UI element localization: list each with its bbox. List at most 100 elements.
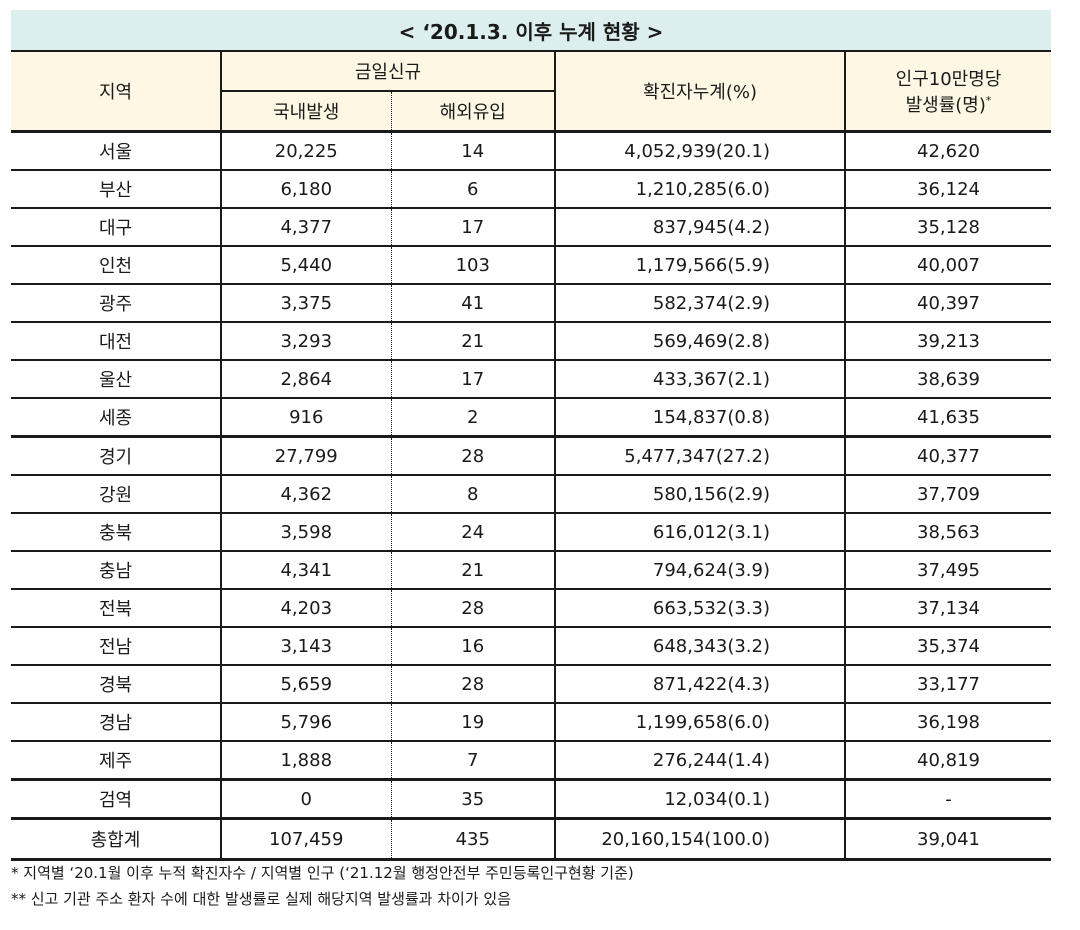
table-row: 전북 4,203 28 663,532(3.3) 37,134 [11,589,1051,628]
cell-domestic: 107,459 [220,817,391,861]
cell-overseas: 28 [390,435,555,476]
cell-overseas: 16 [390,627,555,666]
cell-rate: 41,635 [844,398,1051,438]
footnote-2: ** 신고 기관 주소 환자 수에 대한 발생률로 실제 해당지역 발생률과 차… [11,890,512,908]
cell-domestic: 3,375 [220,284,391,323]
cell-overseas: 103 [390,246,555,285]
table-row: 경기 27,799 28 5,477,347(27.2) 40,377 [11,435,1051,476]
cell-domestic: 4,203 [220,589,391,628]
table-row: 전남 3,143 16 648,343(3.2) 35,374 [11,627,1051,666]
cell-region: 검역 [11,778,221,820]
cell-cumulative: 433,367(2.1) [554,360,845,399]
cell-domestic: 5,796 [220,703,391,742]
cell-rate: 36,124 [844,170,1051,209]
cell-domestic: 1,888 [220,741,391,781]
cell-cumulative: 648,343(3.2) [554,627,845,666]
cell-overseas: 35 [390,778,555,820]
cell-domestic: 3,598 [220,513,391,552]
cell-rate: 40,007 [844,246,1051,285]
cell-cumulative: 4,052,939(20.1) [554,131,845,171]
header-overseas: 해외유입 [390,91,556,133]
cumulative-table: 지역 금일신규 확진자누계(%) 인구10만명당 발생률(명)* 국내발생 해외… [11,52,1051,861]
table-title: < ‘20.1.3. 이후 누계 현황 > [11,10,1051,52]
table-row: 충북 3,598 24 616,012(3.1) 38,563 [11,513,1051,552]
header-rate-line2: 발생률(명) [905,95,986,116]
cell-cumulative: 837,945(4.2) [554,208,845,247]
cell-region: 서울 [11,131,221,171]
table-row: 경남 5,796 19 1,199,658(6.0) 36,198 [11,703,1051,742]
cell-rate: 37,709 [844,475,1051,514]
cell-overseas: 24 [390,513,555,552]
cell-rate: 38,563 [844,513,1051,552]
cell-rate: 38,639 [844,360,1051,399]
cell-cumulative: 12,034(0.1) [554,778,845,820]
cell-domestic: 5,659 [220,665,391,704]
cell-overseas: 14 [390,131,555,171]
cell-cumulative: 1,179,566(5.9) [554,246,845,285]
header-domestic: 국내발생 [220,91,392,133]
cell-rate: 40,397 [844,284,1051,323]
cell-rate: 35,128 [844,208,1051,247]
cell-region: 대구 [11,208,221,247]
cell-cumulative: 1,210,285(6.0) [554,170,845,209]
cell-region: 총합계 [11,817,221,861]
cell-rate: 36,198 [844,703,1051,742]
cell-rate: 37,495 [844,551,1051,590]
cell-region: 대전 [11,322,221,361]
table-row: 강원 4,362 8 580,156(2.9) 37,709 [11,475,1051,514]
cell-region: 충북 [11,513,221,552]
cell-overseas: 28 [390,665,555,704]
cell-domestic: 3,293 [220,322,391,361]
cell-rate: 35,374 [844,627,1051,666]
cell-rate: 37,134 [844,589,1051,628]
cell-overseas: 17 [390,208,555,247]
cell-rate: 39,041 [844,817,1051,861]
cell-domestic: 2,864 [220,360,391,399]
cell-rate: 39,213 [844,322,1051,361]
cell-cumulative: 1,199,658(6.0) [554,703,845,742]
table-row: 서울 20,225 14 4,052,939(20.1) 42,620 [11,131,1051,171]
header-rate: 인구10만명당 발생률(명)* [844,52,1051,133]
cell-cumulative: 569,469(2.8) [554,322,845,361]
cell-cumulative: 580,156(2.9) [554,475,845,514]
footnotes: * 지역별 ‘20.1월 이후 누적 확진자수 / 지역별 인구 (‘21.12… [11,860,634,912]
cell-overseas: 28 [390,589,555,628]
cell-rate: - [844,778,1051,820]
cell-overseas: 19 [390,703,555,742]
cell-domestic: 4,377 [220,208,391,247]
cell-cumulative: 5,477,347(27.2) [554,435,845,476]
cell-overseas: 21 [390,551,555,590]
table-row: 경북 5,659 28 871,422(4.3) 33,177 [11,665,1051,704]
table-row: 제주 1,888 7 276,244(1.4) 40,819 [11,741,1051,781]
cell-region: 경북 [11,665,221,704]
cell-overseas: 8 [390,475,555,514]
table-row: 검역 0 35 12,034(0.1) - [11,778,1051,820]
cell-cumulative: 582,374(2.9) [554,284,845,323]
cell-overseas: 17 [390,360,555,399]
table-row: 울산 2,864 17 433,367(2.1) 38,639 [11,360,1051,399]
header-rate-line1: 인구10만명당 [895,69,1002,90]
cell-domestic: 27,799 [220,435,391,476]
cell-cumulative: 794,624(3.9) [554,551,845,590]
cell-region: 강원 [11,475,221,514]
cell-overseas: 2 [390,398,555,438]
cell-region: 경기 [11,435,221,476]
cell-cumulative: 154,837(0.8) [554,398,845,438]
cell-region: 세종 [11,398,221,438]
cell-domestic: 916 [220,398,391,438]
cell-region: 경남 [11,703,221,742]
cell-domestic: 4,341 [220,551,391,590]
cell-rate: 42,620 [844,131,1051,171]
cell-cumulative: 663,532(3.3) [554,589,845,628]
cell-domestic: 6,180 [220,170,391,209]
cell-domestic: 20,225 [220,131,391,171]
cell-cumulative: 20,160,154(100.0) [554,817,845,861]
header-rate-mark: * [985,94,992,107]
cell-domestic: 3,143 [220,627,391,666]
cell-region: 부산 [11,170,221,209]
table-row: 대전 3,293 21 569,469(2.8) 39,213 [11,322,1051,361]
table-row: 부산 6,180 6 1,210,285(6.0) 36,124 [11,170,1051,209]
cell-cumulative: 871,422(4.3) [554,665,845,704]
cell-domestic: 4,362 [220,475,391,514]
header-region: 지역 [11,52,222,133]
